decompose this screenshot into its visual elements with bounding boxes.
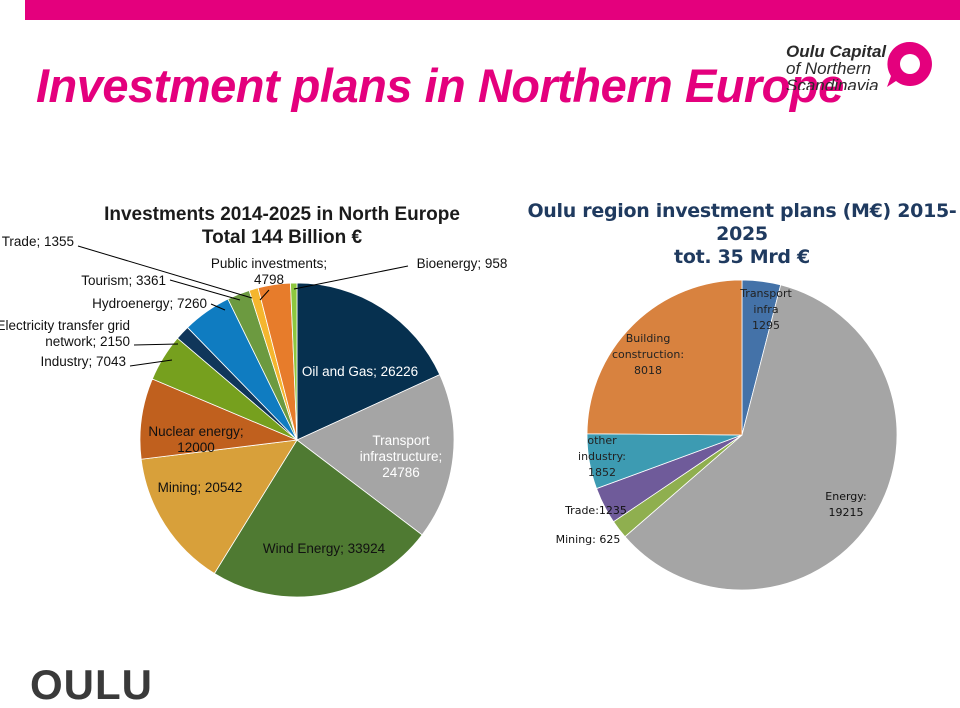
data-label-public-investments: Public investments; 4798 [211, 256, 327, 287]
brand-line-2: of Northern [786, 59, 872, 78]
data-label-trade: Trade:1235 [564, 504, 627, 517]
chart-title-line-2: Total 144 Billion € [201, 226, 363, 248]
chart-title-line-2: tot. 35 Mrd € [674, 245, 810, 268]
chart-title-oulu-region: Oulu region investment plans (M€) 2015-2… [522, 200, 960, 268]
data-label-mining: Mining; 20542 [158, 480, 243, 495]
chart-title-north-europe: Investments 2014-2025 in North Europe To… [92, 204, 472, 250]
chart-title-line-1: Investments 2014-2025 in North Europe [104, 204, 460, 225]
footer-logo-oulu: OULU [30, 661, 153, 708]
leader-line-bioenergy [293, 265, 409, 290]
leader-line-industry [129, 359, 173, 367]
data-label-bioenergy: Bioenergy; 958 [417, 256, 508, 271]
data-label-oil-and-gas: Oil and Gas; 26226 [302, 364, 418, 379]
pie-slice-bioenergy [290, 282, 298, 441]
data-label-wind-energy: Wind Energy; 33924 [263, 541, 386, 556]
pie-slice-transport-infrastructure [296, 374, 455, 536]
data-label-hydroenergy: Hydroenergy; 7260 [92, 296, 207, 311]
brand-text: Oulu Capital of Northern Scandinavia [786, 38, 936, 98]
pie-slice-oil-and-gas [296, 282, 441, 441]
data-label-energy: Energy: 19215 [825, 490, 866, 519]
leader-line-electricity-transfer-grid-network [133, 343, 179, 346]
pie-chart-2: Transport infra 1295 Energy: 19215 Mining: 62… [556, 279, 898, 591]
pie-slice-energy [624, 284, 898, 591]
pie-slice-mining [140, 439, 298, 575]
top-accent-bar [25, 0, 960, 20]
brand-line-3: Scandinavia [786, 77, 879, 90]
data-label-nuclear-energy: Nuclear energy; 12000 [148, 424, 243, 455]
leader-line-trade [77, 245, 253, 299]
chart-title-line-1: Oulu region investment plans (M€) 2015-2… [527, 200, 957, 245]
leader-line-public-investments [259, 289, 270, 301]
leader-line-tourism [169, 279, 241, 301]
data-label-mining: Mining: 625 [556, 533, 621, 546]
pie-slice-wind-energy [213, 439, 423, 598]
data-label-industry: Industry; 7043 [40, 354, 126, 369]
data-label-electricity-transfer-grid-network: Electricity transfer grid network; 2150 [0, 318, 130, 349]
pie-slice-building-construction [586, 279, 743, 436]
pie-chart-1: Oil and Gas; 26226 Transport infrastructur… [0, 234, 508, 598]
speech-bubble-logo-icon [887, 41, 932, 87]
leader-line-hydroenergy [210, 303, 226, 311]
data-label-building-construction: Building construction: 8018 [612, 332, 684, 377]
data-label-trade: Trade; 1355 [2, 234, 74, 249]
data-label-transport-infrastructure: Transport infrastructure; 24786 [360, 433, 443, 480]
data-label-other-industry: other industry: 1852 [578, 434, 626, 479]
page-title: Investment plans in Northern Europe [36, 59, 844, 112]
brand-line-1: Oulu Capital [786, 42, 887, 61]
data-label-transport-infra: Transport infra 1295 [739, 287, 792, 332]
data-label-tourism: Tourism; 3361 [81, 273, 166, 288]
